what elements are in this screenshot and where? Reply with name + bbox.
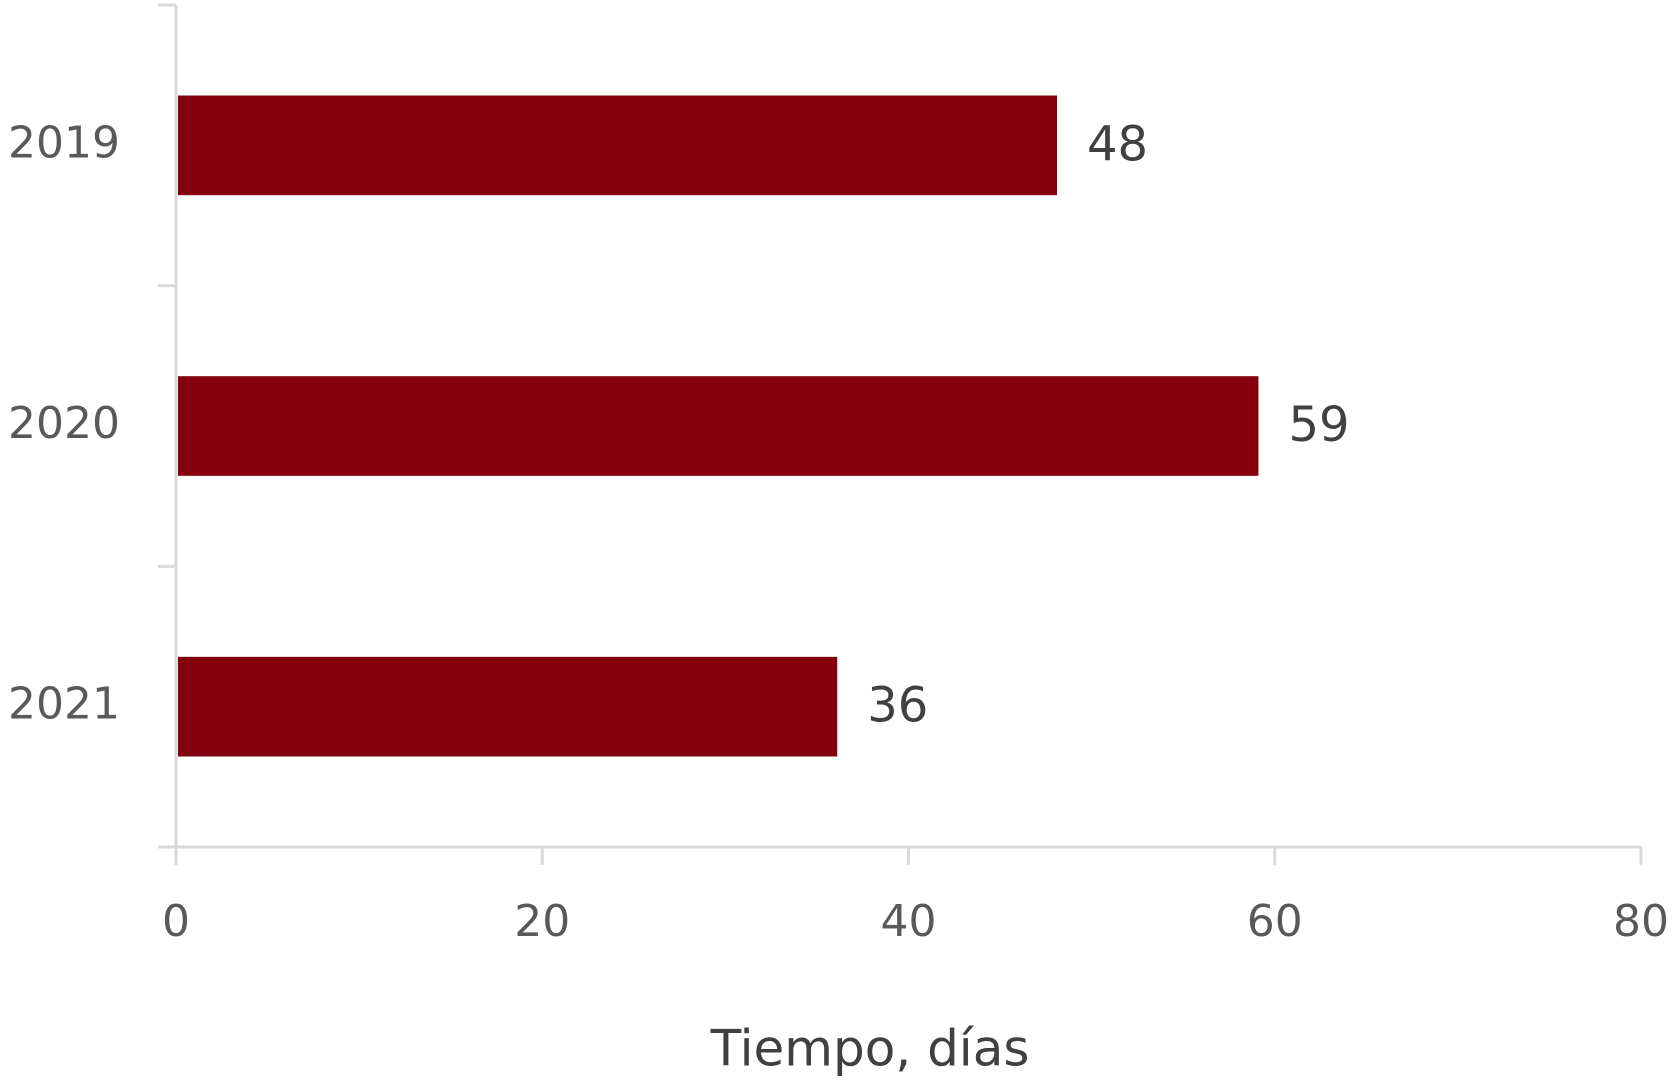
x-tick-label: 60 — [1247, 896, 1303, 947]
y-tick-label: 2019 — [8, 117, 120, 168]
x-axis-title: Tiempo, días — [710, 1020, 1030, 1078]
bar — [178, 376, 1259, 476]
x-tick-label: 40 — [881, 896, 937, 947]
y-tick-label: 2020 — [8, 398, 120, 449]
value-label: 59 — [1288, 397, 1349, 453]
y-tick-label: 2021 — [8, 679, 120, 730]
value-label: 36 — [867, 678, 928, 734]
x-tick-label: 20 — [514, 896, 570, 947]
bar — [178, 95, 1057, 196]
x-tick-label: 0 — [162, 896, 190, 947]
value-label: 48 — [1087, 116, 1148, 172]
x-tick-label: 80 — [1613, 896, 1669, 947]
bar — [178, 656, 838, 757]
